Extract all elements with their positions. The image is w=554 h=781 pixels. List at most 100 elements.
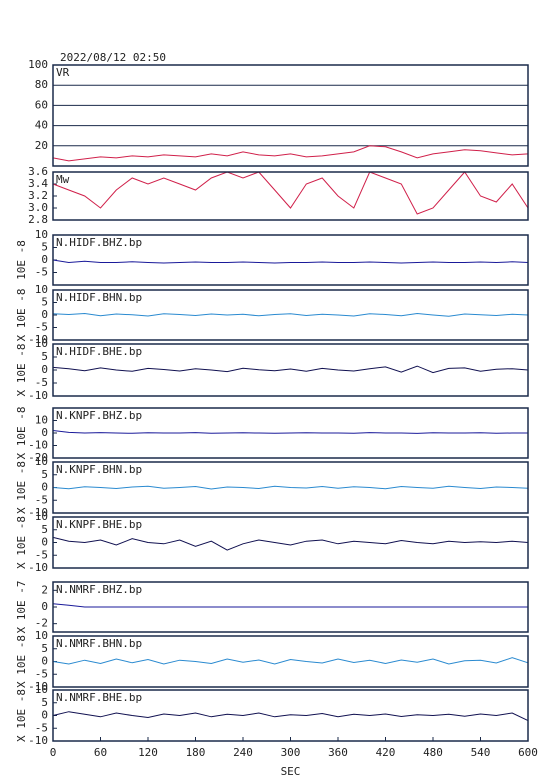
x-tick-label: 300: [281, 746, 301, 759]
y-tick-label: 0: [41, 253, 48, 266]
y-tick-label: -5: [35, 721, 48, 734]
y-tick-label: 10: [35, 683, 48, 696]
panel-frame: [52, 64, 529, 167]
waveform: [52, 312, 529, 317]
y-tick-label: 5: [41, 296, 48, 309]
y-tick-label: -5: [35, 376, 48, 389]
x-tick-label: 600: [518, 746, 538, 759]
waveform: [52, 145, 529, 162]
y-tick-label: 0: [41, 536, 48, 549]
y-tick-label: -10: [28, 680, 48, 693]
panel-label: N.NMRF.BHN.bp: [56, 637, 142, 650]
x-tick-label: 60: [94, 746, 107, 759]
y-tick-label: 10: [35, 510, 48, 523]
y-tick-label: 5: [41, 468, 48, 481]
x-tick-label: 180: [186, 746, 206, 759]
y-tick-label: -10: [28, 561, 48, 574]
y-tick-label: -5: [35, 266, 48, 279]
y-tick-label: 5: [41, 696, 48, 709]
y-tick-label: 5: [41, 350, 48, 363]
y-tick-label: -5: [35, 493, 48, 506]
y-tick-label: 10: [35, 629, 48, 642]
x-tick-label: 480: [423, 746, 443, 759]
y-tick-label: 2.8: [28, 213, 48, 226]
waveform: [52, 536, 529, 551]
x-tick-label: 240: [233, 746, 253, 759]
y-tick-label: -10: [28, 389, 48, 402]
y-tick-label: 3.2: [28, 189, 48, 202]
y-axis-label: X 10E -8: [15, 344, 28, 397]
waveform: [52, 365, 529, 374]
y-tick-label: 10: [35, 414, 48, 427]
panel-label: N.HIDF.BHN.bp: [56, 291, 142, 304]
panel-frame: [52, 171, 529, 221]
panel-label: VR: [56, 66, 70, 79]
panel-frame: [52, 461, 529, 514]
panel-label: N.HIDF.BHZ.bp: [56, 236, 142, 249]
panel-frame: [52, 581, 529, 633]
waveform: [52, 657, 529, 665]
panel-label: Mw: [56, 173, 70, 186]
chart-title: 2022/08/12 02:50: [60, 51, 166, 64]
y-tick-label: -5: [35, 548, 48, 561]
y-tick-label: -5: [35, 667, 48, 680]
y-tick-label: 0: [41, 709, 48, 722]
x-tick-label: 540: [471, 746, 491, 759]
waveform: [52, 171, 529, 215]
y-tick-label: 0: [41, 600, 48, 613]
y-tick-label: -10: [28, 333, 48, 346]
x-tick-label: 120: [138, 746, 158, 759]
y-tick-label: 40: [35, 119, 48, 132]
panel-label: N.NMRF.BHE.bp: [56, 691, 142, 704]
y-tick-label: 0: [41, 481, 48, 494]
y-tick-label: 2: [41, 583, 48, 596]
panel-frame: [52, 234, 529, 286]
y-tick-label: 10: [35, 337, 48, 350]
y-tick-label: 3.4: [28, 177, 48, 190]
panel-label: N.KNPF.BHZ.bp: [56, 409, 142, 422]
waveform: [52, 485, 529, 490]
y-tick-label: -10: [28, 439, 48, 452]
y-tick-label: 0: [41, 363, 48, 376]
y-axis-label: X 10E -8: [15, 407, 28, 460]
panel-label: N.HIDF.BHE.bp: [56, 345, 142, 358]
y-tick-label: -10: [28, 734, 48, 747]
waveform: [52, 603, 528, 608]
x-axis-label: SEC: [281, 765, 301, 778]
waveform: [52, 259, 529, 264]
panel-label: N.NMRF.BHZ.bp: [56, 583, 142, 596]
y-tick-label: 10: [35, 228, 48, 241]
y-tick-label: 5: [41, 642, 48, 655]
panel-frame: [52, 343, 529, 397]
y-tick-label: 10: [35, 283, 48, 296]
y-tick-label: 0: [41, 655, 48, 668]
y-tick-label: -20: [28, 451, 48, 464]
y-tick-label: 100: [28, 58, 48, 71]
waveform: [52, 430, 528, 434]
waveform: [52, 711, 529, 722]
y-tick-label: 0: [41, 426, 48, 439]
y-axis-label: X 10E -8: [15, 689, 28, 742]
y-axis-label: X 10E -7: [15, 581, 28, 634]
x-tick-label: 0: [50, 746, 57, 759]
y-tick-label: 3.0: [28, 201, 48, 214]
y-tick-label: 20: [35, 139, 48, 152]
y-axis-label: X 10E -8: [15, 289, 28, 342]
y-axis-label: X 10E -8: [15, 516, 28, 569]
y-tick-label: 3.6: [28, 165, 48, 178]
y-tick-label: 60: [35, 98, 48, 111]
y-tick-label: -5: [35, 321, 48, 334]
y-tick-label: 5: [41, 241, 48, 254]
y-tick-label: 10: [35, 455, 48, 468]
y-axis-label: 10E -8: [15, 240, 28, 280]
x-tick-label: 360: [328, 746, 348, 759]
panel-label: N.KNPF.BHE.bp: [56, 518, 142, 531]
y-tick-label: 80: [35, 78, 48, 91]
y-tick-label: -10: [28, 506, 48, 519]
y-tick-label: -2: [35, 617, 48, 630]
y-axis-label: X 10E -8: [15, 635, 28, 688]
y-tick-label: 5: [41, 523, 48, 536]
x-tick-label: 420: [376, 746, 396, 759]
y-axis-label: X 10E -8: [15, 461, 28, 514]
